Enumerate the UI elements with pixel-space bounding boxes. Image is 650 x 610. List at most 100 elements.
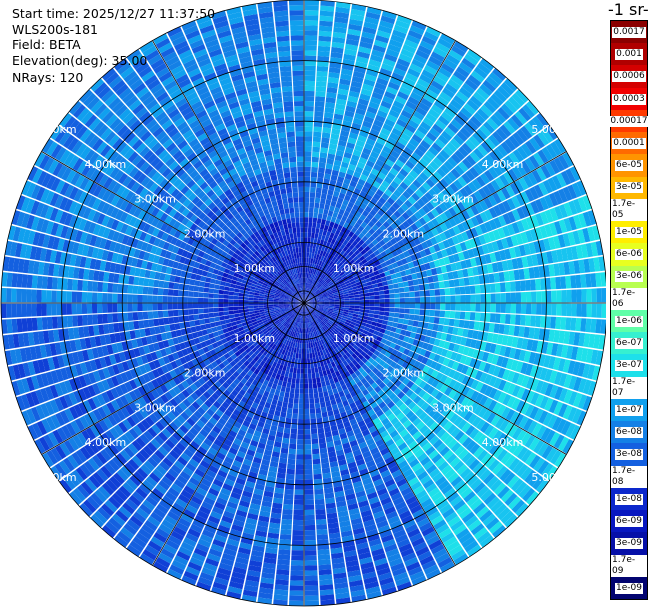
ray-bin xyxy=(459,241,468,252)
ray-bin xyxy=(276,477,286,484)
ray-bin xyxy=(296,368,301,374)
ray-bin xyxy=(376,520,389,529)
ray-bin xyxy=(405,72,419,83)
ray-bin xyxy=(400,464,411,474)
ray-bin xyxy=(41,418,52,434)
ray-bin xyxy=(240,441,250,450)
ray-bin xyxy=(229,343,237,350)
ray-bin xyxy=(401,237,409,245)
ray-bin xyxy=(390,417,400,426)
ray-bin xyxy=(304,282,307,288)
ray-bin xyxy=(396,478,408,488)
ray-bin xyxy=(310,273,314,279)
ray-bin xyxy=(275,334,281,340)
ray-bin xyxy=(454,430,465,442)
ray-bin xyxy=(329,232,335,239)
ray-bin xyxy=(230,353,238,361)
ray-bin xyxy=(205,420,215,430)
ray-bin xyxy=(476,331,484,341)
ray-bin xyxy=(245,330,252,336)
ray-bin xyxy=(131,440,143,452)
ray-bin xyxy=(506,395,516,408)
ray-bin xyxy=(347,569,362,578)
ray-bin xyxy=(200,353,208,361)
ray-bin xyxy=(361,228,369,236)
ray-bin xyxy=(400,486,413,497)
ray-bin xyxy=(308,298,314,301)
ray-bin xyxy=(558,403,568,418)
ray-bin xyxy=(302,328,304,334)
ray-bin xyxy=(301,323,303,329)
ray-bin xyxy=(330,338,336,344)
ray-bin xyxy=(488,219,498,231)
ray-bin xyxy=(503,121,516,135)
ray-bin xyxy=(413,110,425,121)
ray-bin xyxy=(409,308,415,315)
ray-bin xyxy=(577,362,586,377)
ray-bin xyxy=(253,333,259,339)
ray-bin xyxy=(306,277,308,284)
ray-bin xyxy=(573,376,582,392)
ray-bin xyxy=(518,177,529,191)
ray-bin xyxy=(591,288,597,303)
ray-bin xyxy=(169,449,180,460)
ray-bin xyxy=(315,289,320,294)
ray-bin xyxy=(318,298,324,301)
ray-bin xyxy=(422,116,435,127)
ray-bin xyxy=(399,303,405,309)
ray-bin xyxy=(324,364,330,371)
ray-bin xyxy=(392,396,401,405)
ray-bin xyxy=(333,309,339,313)
ray-bin xyxy=(443,435,454,446)
ray-bin xyxy=(561,248,569,262)
ray-bin xyxy=(304,580,319,586)
ray-bin xyxy=(252,493,263,501)
ray-bin xyxy=(533,240,541,254)
ray-bin xyxy=(400,353,408,361)
ray-bin xyxy=(178,517,192,528)
ray-bin xyxy=(578,259,586,274)
ray-bin xyxy=(358,46,372,55)
ray-bin xyxy=(375,483,386,492)
ray-bin xyxy=(428,146,439,157)
ray-bin xyxy=(386,279,393,285)
ray-bin xyxy=(422,322,429,329)
ray-bin xyxy=(436,428,447,439)
ray-bin xyxy=(282,365,287,372)
ray-bin xyxy=(486,263,494,274)
ray-bin xyxy=(475,214,484,225)
ray-bin xyxy=(412,179,422,189)
ray-bin xyxy=(301,353,304,359)
ray-bin xyxy=(277,379,283,386)
ray-bin xyxy=(253,355,260,362)
ray-bin xyxy=(462,268,469,278)
ray-bin xyxy=(197,406,206,416)
ray-bin xyxy=(529,406,540,420)
ray-bin xyxy=(292,309,297,314)
ray-bin xyxy=(436,442,447,453)
ray-bin xyxy=(313,387,318,394)
ray-bin xyxy=(397,282,404,288)
ray-bin xyxy=(167,468,179,479)
ray-bin xyxy=(308,305,314,308)
ray-bin xyxy=(289,392,295,399)
ray-bin xyxy=(433,243,441,252)
ray-bin xyxy=(351,75,364,84)
ray-bin xyxy=(109,427,120,440)
ray-bin xyxy=(283,314,289,319)
ray-bin xyxy=(344,110,355,118)
ray-bin xyxy=(524,157,536,172)
ray-bin xyxy=(206,387,215,396)
ray-bin xyxy=(328,184,336,191)
ray-bin xyxy=(488,231,496,242)
ray-bin xyxy=(413,237,421,246)
ray-bin xyxy=(467,347,475,358)
ray-bin xyxy=(500,510,515,524)
ray-bin xyxy=(382,451,392,461)
ray-bin xyxy=(518,268,525,280)
ray-bin xyxy=(177,374,186,383)
ray-bin xyxy=(576,289,582,303)
ray-bin xyxy=(501,357,509,369)
ray-bin xyxy=(426,269,433,277)
ray-bin xyxy=(307,237,311,243)
